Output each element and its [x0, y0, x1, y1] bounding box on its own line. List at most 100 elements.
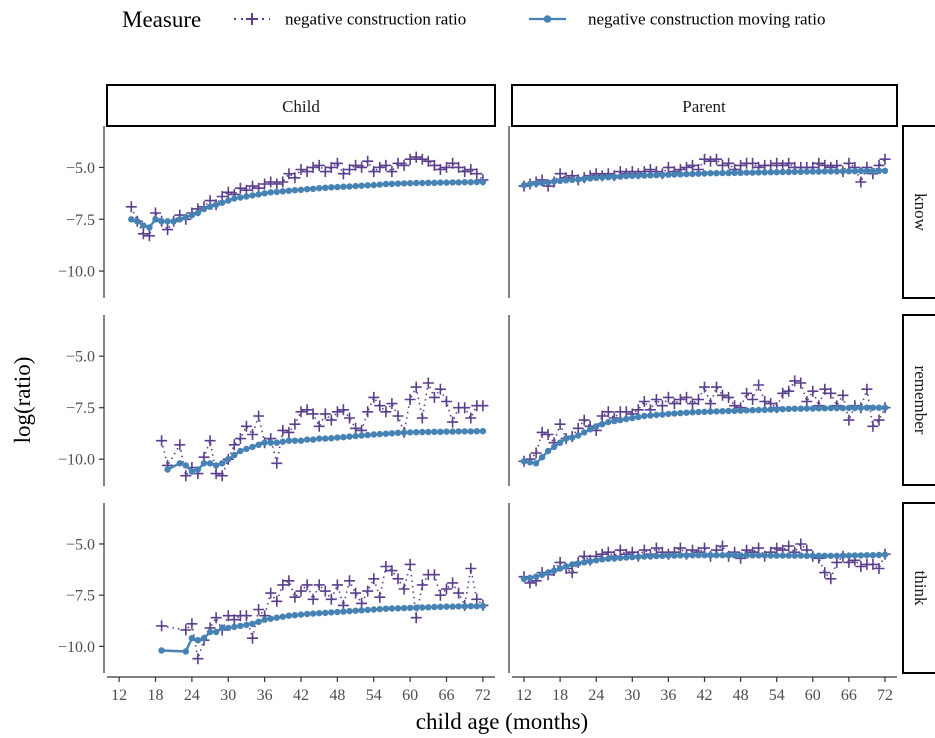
ratio-point — [386, 398, 398, 410]
ratio-point — [253, 604, 265, 615]
moving-point — [623, 172, 630, 180]
facet-strip-think: think — [902, 502, 935, 674]
moving-point — [629, 172, 636, 180]
ratio-point — [422, 155, 434, 167]
moving-point — [425, 604, 432, 611]
ratio-point — [566, 567, 578, 579]
moving-point — [413, 429, 420, 436]
moving-point — [340, 183, 347, 190]
moving-point — [737, 552, 744, 559]
moving-point — [719, 552, 726, 559]
moving-point — [562, 435, 570, 442]
moving-point — [737, 407, 744, 414]
ratio-point — [825, 387, 837, 399]
ratio-point — [777, 387, 789, 399]
moving-point — [532, 573, 540, 580]
moving-point — [641, 553, 648, 560]
moving-point — [845, 168, 853, 175]
ratio-point — [602, 406, 614, 418]
ratio-point — [350, 159, 362, 171]
moving-point — [713, 408, 720, 415]
moving-point — [400, 180, 408, 187]
moving-point — [413, 179, 420, 187]
moving-point — [593, 557, 600, 564]
ratio-point — [447, 416, 459, 428]
y-tick-label-think: −7.5 — [66, 588, 95, 605]
ratio-point — [614, 544, 626, 556]
x-tick-label-child: 72 — [475, 687, 491, 704]
moving-point — [575, 176, 582, 183]
moving-point — [767, 552, 774, 559]
strip-box-think — [902, 502, 935, 674]
moving-point — [809, 405, 816, 412]
moving-point — [587, 426, 594, 433]
moving-point — [713, 170, 720, 177]
ratio-point — [542, 429, 554, 440]
moving-point — [857, 167, 865, 175]
ratio-point — [325, 161, 337, 173]
moving-point — [243, 193, 250, 200]
ratio-point — [771, 157, 783, 169]
ratio-point — [711, 381, 722, 393]
ratio-point — [813, 157, 825, 169]
moving-point — [857, 404, 865, 412]
moving-point — [611, 417, 618, 425]
legend-title: Measure — [122, 7, 201, 32]
ratio-point — [477, 400, 489, 412]
moving-point — [255, 618, 262, 625]
ratio-point — [783, 157, 795, 169]
ratio-point — [295, 406, 307, 418]
ratio-point — [536, 426, 548, 438]
moving-point — [821, 168, 828, 175]
moving-point — [869, 404, 877, 411]
moving-point — [176, 460, 183, 467]
ratio-point — [638, 396, 650, 407]
moving-point — [532, 460, 540, 467]
moving-point — [653, 552, 660, 560]
moving-point — [297, 611, 305, 618]
moving-point — [665, 410, 672, 418]
moving-point — [273, 439, 280, 446]
moving-point — [569, 561, 576, 568]
moving-point — [182, 462, 189, 469]
ratio-point — [240, 610, 252, 622]
moving-point — [479, 602, 487, 610]
moving-point — [461, 428, 468, 435]
moving-point — [206, 628, 214, 636]
ratio-point — [368, 391, 380, 403]
moving-point — [689, 409, 696, 416]
x-tick-label-child: 42 — [293, 687, 309, 704]
ratio-point — [416, 412, 428, 424]
moving-point — [581, 429, 588, 436]
ratio-point — [632, 404, 644, 416]
moving-point — [785, 552, 792, 559]
moving-point — [550, 178, 558, 185]
ratio-point — [362, 155, 374, 167]
ratio-point — [301, 579, 313, 591]
ratio-point — [344, 575, 355, 587]
ratio-point — [711, 153, 722, 165]
moving-point — [526, 180, 534, 188]
moving-point — [279, 613, 286, 620]
moving-point — [641, 412, 648, 420]
ratio-point — [867, 420, 879, 432]
moving-point — [767, 169, 774, 176]
ratio-point — [362, 406, 374, 418]
moving-point — [194, 466, 202, 473]
moving-point — [599, 421, 606, 428]
ratio-point — [441, 583, 452, 595]
ratio-point — [453, 161, 465, 173]
moving-point — [737, 169, 744, 176]
moving-point — [821, 552, 828, 559]
moving-point — [437, 603, 444, 610]
moving-point — [863, 552, 871, 559]
moving-point — [400, 429, 408, 436]
legend-key-ratio — [234, 13, 270, 25]
moving-point — [394, 429, 402, 436]
ratio-point — [271, 595, 283, 607]
ratio-point — [374, 400, 386, 412]
moving-point — [249, 192, 256, 199]
moving-point — [461, 603, 468, 610]
moving-point — [719, 408, 726, 415]
